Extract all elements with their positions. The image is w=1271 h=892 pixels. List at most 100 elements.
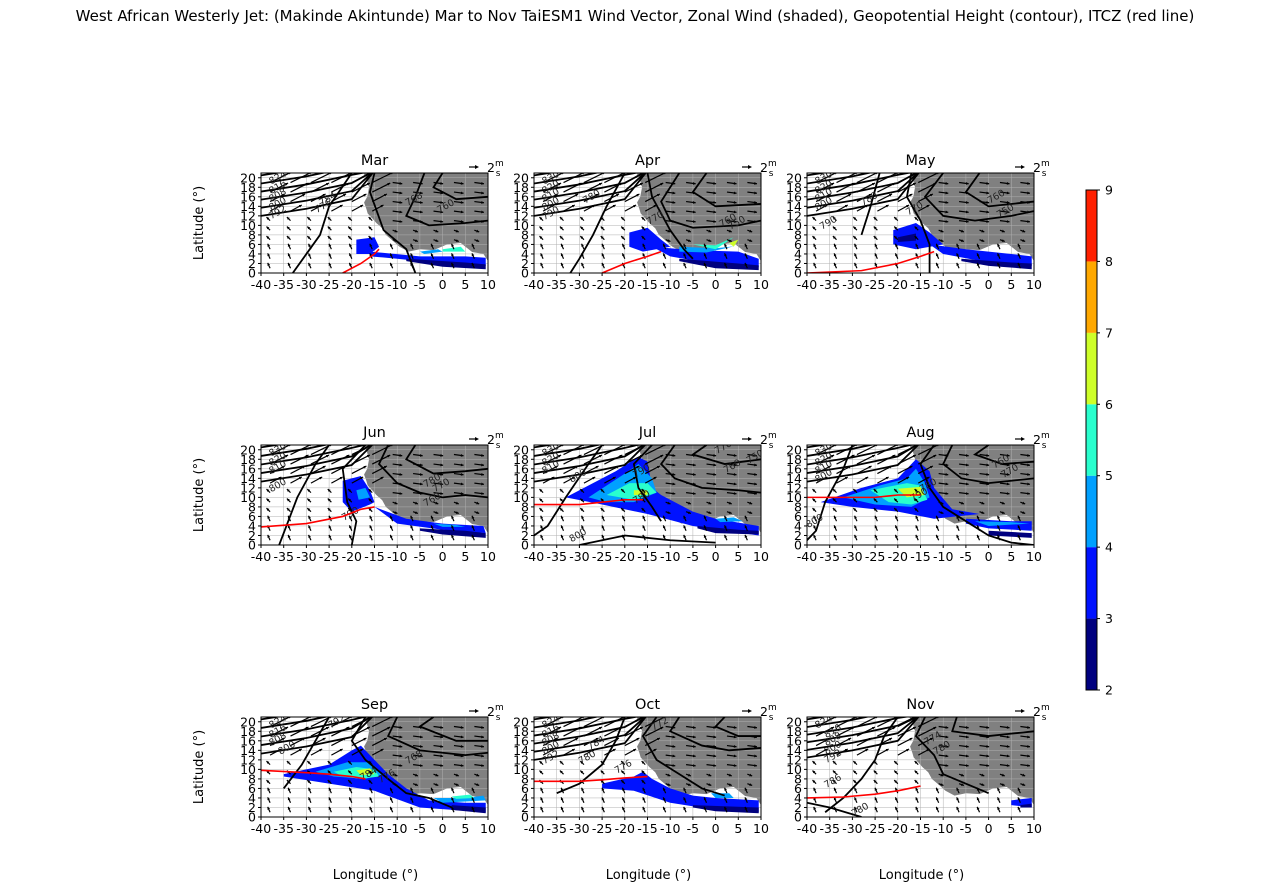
wind-vector-head bbox=[853, 780, 857, 783]
wind-vector-head bbox=[308, 797, 311, 801]
wind-vector-head bbox=[540, 253, 544, 257]
wind-vector-head bbox=[394, 501, 398, 505]
wind-vector bbox=[917, 737, 934, 747]
wind-vector-head bbox=[713, 754, 717, 758]
wind-vector-head bbox=[349, 243, 352, 247]
wind-vector-head bbox=[687, 501, 691, 505]
y-tick-label: 8 bbox=[794, 227, 802, 242]
itcz-line bbox=[807, 494, 921, 499]
wind-vector-head bbox=[390, 534, 393, 538]
wind-vector-head bbox=[435, 229, 439, 233]
y-tick-label: 8 bbox=[248, 771, 256, 786]
wind-vector-head bbox=[981, 773, 985, 777]
geopotential-contour bbox=[261, 173, 373, 201]
wind-vector-head bbox=[580, 761, 584, 764]
panel-title: Apr bbox=[635, 153, 660, 169]
wind-vector-head bbox=[874, 243, 878, 247]
wind-vector-head bbox=[885, 748, 889, 752]
wind-vector-head bbox=[307, 780, 311, 783]
quiver-key-arrow-head bbox=[748, 437, 752, 441]
wind-vector-head bbox=[369, 262, 373, 266]
wind-vector-head bbox=[286, 761, 290, 764]
y-tick-label: 12 bbox=[786, 208, 802, 223]
wind-vector-head bbox=[266, 508, 270, 511]
colorbar-segment bbox=[1086, 261, 1097, 333]
wind-vector-head bbox=[832, 770, 836, 774]
wind-vector-head bbox=[853, 226, 857, 230]
geopotential-contour bbox=[807, 173, 913, 193]
wind-vector-head bbox=[997, 525, 1000, 529]
wind-vector-head bbox=[981, 783, 985, 786]
wind-vector-head bbox=[1027, 482, 1030, 486]
y-tick-label: 14 bbox=[513, 743, 529, 758]
wind-vector-head bbox=[368, 780, 372, 783]
wind-vector-head bbox=[656, 193, 660, 197]
colorbar: 2 3 4 5 6 7 8 9 bbox=[1085, 183, 1113, 698]
x-tick-label: -10 bbox=[933, 821, 953, 836]
wind-vector-head bbox=[298, 204, 302, 208]
wind-vector-head bbox=[539, 236, 543, 239]
y-tick-label: 2 bbox=[521, 800, 529, 815]
wind-vector-head bbox=[692, 735, 696, 739]
x-tick-label: -25 bbox=[319, 277, 339, 292]
wind-vector-head bbox=[692, 181, 696, 185]
panel-title: Oct bbox=[635, 697, 660, 713]
wind-vector bbox=[624, 737, 640, 747]
y-tick-label: 20 bbox=[786, 442, 802, 457]
jet-shading-3 bbox=[929, 244, 1032, 266]
geopotential-contour bbox=[807, 717, 911, 736]
wind-vector-head bbox=[713, 473, 717, 476]
wind-vector-head bbox=[895, 525, 898, 529]
y-tick-label: 18 bbox=[240, 724, 256, 739]
wind-vector-head bbox=[414, 501, 418, 505]
wind-vector bbox=[563, 737, 579, 747]
wind-vector bbox=[897, 465, 913, 475]
wind-vector-head bbox=[540, 262, 544, 266]
x-tick-label: 5 bbox=[1007, 277, 1015, 292]
wind-vector-head bbox=[827, 193, 831, 197]
wind-vector-head bbox=[754, 191, 757, 195]
wind-vector-head bbox=[440, 482, 444, 486]
wind-vector-head bbox=[560, 525, 564, 529]
wind-vector-head bbox=[1006, 453, 1010, 457]
wind-vector-head bbox=[298, 748, 302, 752]
wind-vector-head bbox=[410, 534, 414, 538]
wind-vector-head bbox=[390, 253, 393, 257]
y-tick-label: 8 bbox=[248, 227, 256, 242]
wind-vector-head bbox=[1027, 181, 1030, 185]
wind-vector-head bbox=[653, 748, 657, 752]
wind-vector-head bbox=[621, 236, 625, 239]
wind-vector-head bbox=[728, 511, 732, 514]
quiver-key-label: 2m s bbox=[1033, 159, 1050, 179]
wind-vector-head bbox=[327, 761, 331, 764]
y-tick-label: 10 bbox=[240, 762, 256, 777]
y-tick-label: 14 bbox=[786, 471, 802, 486]
land-mask bbox=[363, 445, 488, 534]
y-tick-label: 0 bbox=[248, 810, 256, 825]
geopotential-contour bbox=[261, 173, 327, 185]
wind-vector-head bbox=[621, 489, 625, 492]
wind-vector-head bbox=[854, 534, 857, 538]
y-tick-label: 4 bbox=[794, 518, 802, 533]
wind-vector-head bbox=[287, 262, 291, 266]
wind-vector-head bbox=[399, 191, 403, 195]
y-tick-label: 12 bbox=[513, 208, 529, 223]
wind-vector-head bbox=[812, 770, 816, 774]
wind-vector-head bbox=[1027, 745, 1030, 748]
wind-vector-head bbox=[744, 525, 748, 529]
wind-vector-head bbox=[895, 806, 898, 810]
wind-vector-head bbox=[894, 508, 898, 511]
wind-vector-head bbox=[430, 515, 434, 519]
geopotential-contour bbox=[261, 717, 329, 729]
wind-vector-head bbox=[451, 797, 454, 801]
geopotential-contour bbox=[660, 173, 761, 229]
wind-vector bbox=[856, 173, 878, 184]
wind-vector-head bbox=[380, 748, 384, 752]
geopotential-contour bbox=[807, 173, 873, 185]
wind-vector-head bbox=[266, 761, 270, 764]
colorbar-segment bbox=[1086, 547, 1097, 619]
wind-vector-head bbox=[430, 806, 434, 810]
wind-vector-head bbox=[981, 229, 985, 233]
